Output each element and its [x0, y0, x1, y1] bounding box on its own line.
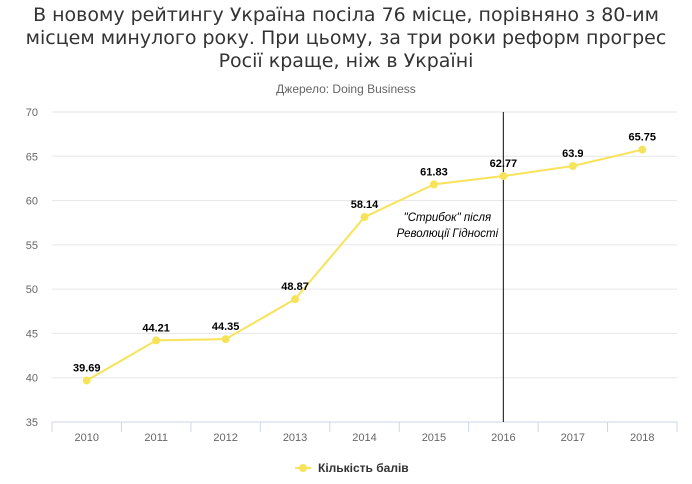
y-tick-label: 65 — [26, 151, 38, 163]
data-labels: 39.69 44.21 44.35 48.87 58.14 61.83 62.77 63.9 6… — [73, 132, 656, 375]
y-axis: 35 40 45 50 55 60 65 70 — [26, 107, 38, 429]
y-tick-label: 50 — [26, 284, 38, 296]
data-label: 44.35 — [212, 321, 240, 333]
x-axis: 2010 2011 2012 2013 2014 2015 2016 2017 2018 — [51, 421, 678, 444]
data-label: 44.21 — [142, 322, 170, 334]
chart-subtitle: Джерело: Doing Business — [276, 82, 416, 96]
x-tick-label: 2013 — [283, 432, 307, 444]
data-label: 48.87 — [281, 281, 309, 293]
x-tick-label: 2010 — [74, 432, 98, 444]
y-tick-label: 40 — [26, 373, 38, 385]
series-group — [82, 145, 647, 385]
data-label: 58.14 — [351, 199, 379, 211]
series-line — [86, 148, 643, 382]
data-point[interactable] — [82, 376, 91, 385]
data-point[interactable] — [429, 180, 438, 189]
annotation-text-line2: Революції Гідності — [397, 228, 499, 240]
annotation-text-line1: "Стрибок" після — [404, 212, 491, 224]
y-tick-label: 45 — [26, 328, 38, 340]
x-tick-label: 2016 — [491, 432, 515, 444]
legend[interactable]: Кількість балів — [295, 461, 409, 475]
data-point[interactable] — [152, 336, 161, 345]
data-label: 63.9 — [562, 148, 583, 160]
data-label: 62.77 — [490, 158, 518, 170]
data-point[interactable] — [568, 162, 577, 171]
x-tick-label: 2011 — [144, 432, 168, 444]
data-point[interactable] — [291, 295, 300, 304]
x-tick-label: 2017 — [561, 432, 585, 444]
data-label: 65.75 — [629, 132, 657, 144]
data-point[interactable] — [360, 213, 369, 222]
x-tick-label: 2015 — [422, 432, 446, 444]
chart-title: В новому рейтингу Україна посіла 76 місц… — [25, 4, 667, 72]
x-tick-label: 2018 — [630, 432, 654, 444]
data-point[interactable] — [221, 335, 230, 344]
gridlines — [52, 111, 677, 423]
x-tick-label: 2014 — [352, 432, 376, 444]
y-tick-label: 35 — [26, 417, 38, 429]
legend-label: Кількість балів — [318, 461, 409, 475]
data-label: 61.83 — [420, 166, 448, 178]
legend-marker — [299, 464, 307, 472]
data-point[interactable] — [499, 172, 508, 181]
data-point[interactable] — [638, 145, 647, 154]
data-label: 39.69 — [73, 362, 101, 374]
x-tick-label: 2012 — [213, 432, 237, 444]
y-tick-label: 55 — [26, 240, 38, 252]
y-tick-label: 60 — [26, 196, 38, 208]
y-tick-label: 70 — [26, 107, 38, 119]
